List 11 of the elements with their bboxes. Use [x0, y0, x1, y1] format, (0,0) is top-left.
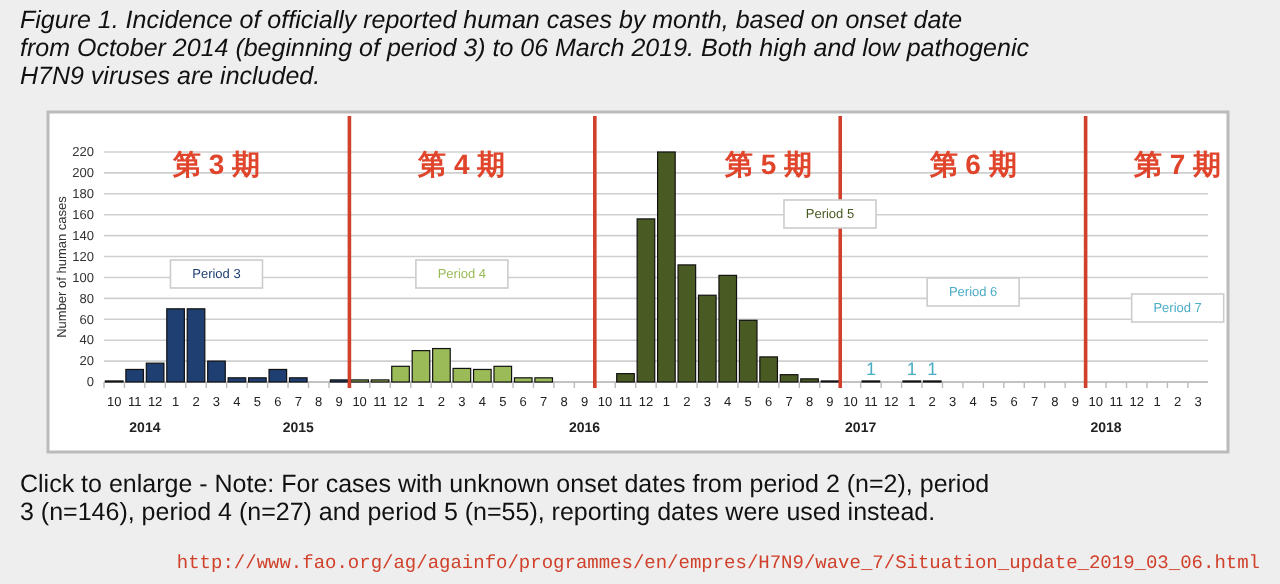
- annotation: 第 5 期: [723, 147, 813, 180]
- annotation: 第 4 期: [416, 147, 506, 180]
- annotation: 第 6 期: [927, 147, 1017, 180]
- data-label: 1: [865, 358, 876, 379]
- text: Click to enlarge - Note: For cases with unknown onset dates from period 2 (n=2), period 3 (n=146), period 4 (n=27) and period 5 (n=55), reporting dates were used instead.: [20, 470, 990, 526]
- data-label: 1: [927, 358, 938, 379]
- annotation: 第 7 期: [1132, 147, 1222, 180]
- data-label: 1: [906, 358, 917, 379]
- chart-title: Figure 1. Incidence of officially reported human cases by month, based on onset date from October 2014 (beginning of period 3) to 06 March 2019. Both high and low pathogenic H7N9 viruses are included.: [20, 6, 1031, 90]
- annotation: 第 3 期: [170, 147, 261, 180]
- text: http://www.fao.org/ag/againfo/programmes/en/empres/H7N9/wave_7/Situation_update_2019_03_06.html: [176, 552, 1261, 574]
